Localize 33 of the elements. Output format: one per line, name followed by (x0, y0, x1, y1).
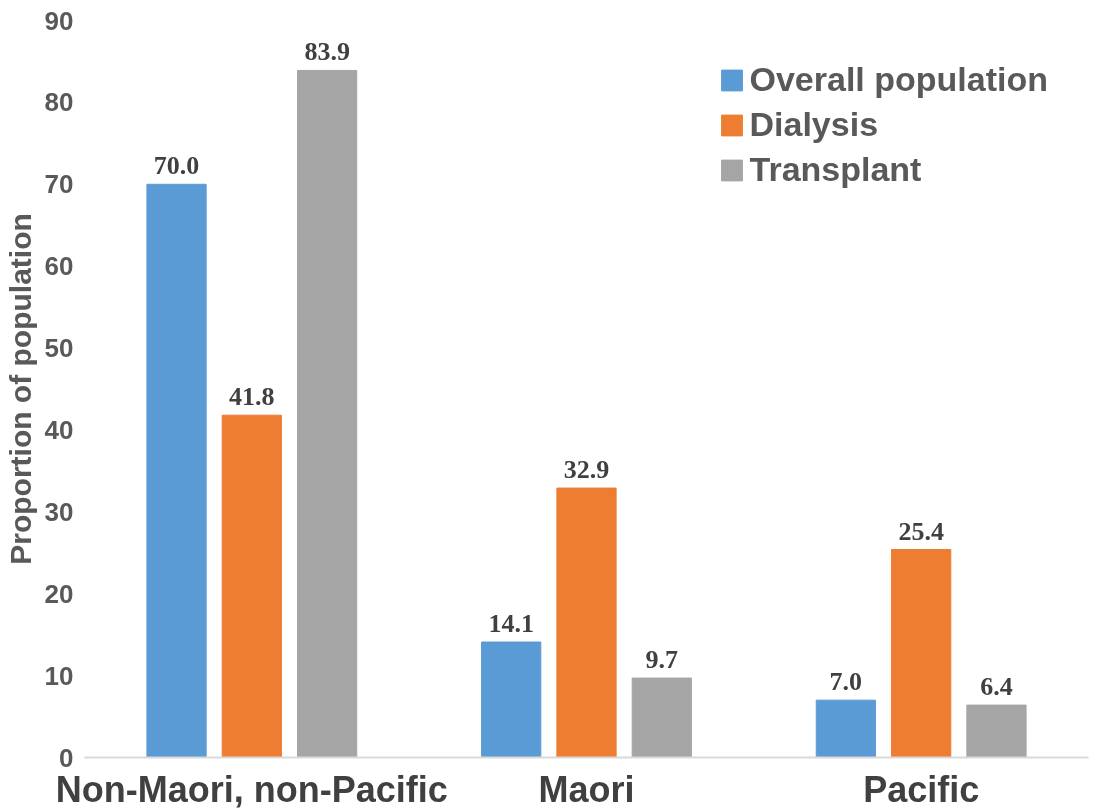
legend-label: Transplant (749, 150, 922, 189)
data-label: 83.9 (304, 37, 350, 67)
y-tick-label: 90 (44, 5, 74, 36)
x-tick-label: Pacific (863, 768, 980, 810)
y-tick-label: 80 (44, 87, 74, 118)
bar (631, 677, 692, 758)
legend-label: Dialysis (749, 105, 879, 144)
data-label: 41.8 (229, 382, 275, 412)
bar (891, 549, 952, 758)
x-tick-label: Maori (538, 768, 635, 810)
bar (815, 699, 876, 758)
data-label: 7.0 (829, 667, 863, 697)
data-label: 70.0 (153, 151, 200, 181)
y-tick-label: 10 (44, 660, 74, 691)
y-tick-label: 20 (44, 578, 74, 609)
y-tick-label: 60 (44, 251, 74, 282)
y-tick-label: 50 (44, 333, 74, 364)
bar (146, 183, 207, 758)
y-axis-title: Proportion of population (3, 213, 37, 565)
data-label: 6.4 (980, 672, 1013, 702)
y-tick-label: 40 (44, 414, 74, 445)
bar (297, 69, 358, 758)
data-label: 14.1 (488, 609, 534, 639)
legend-label: Overall population (749, 60, 1048, 99)
y-tick-label: 70 (44, 169, 74, 200)
data-label: 25.4 (898, 516, 944, 546)
data-label: 9.7 (645, 645, 679, 675)
bar (221, 414, 282, 758)
bar (966, 704, 1027, 758)
y-tick-label: 30 (44, 496, 74, 527)
data-label: 32.9 (563, 455, 610, 485)
bar (556, 487, 617, 758)
bar (481, 641, 542, 758)
